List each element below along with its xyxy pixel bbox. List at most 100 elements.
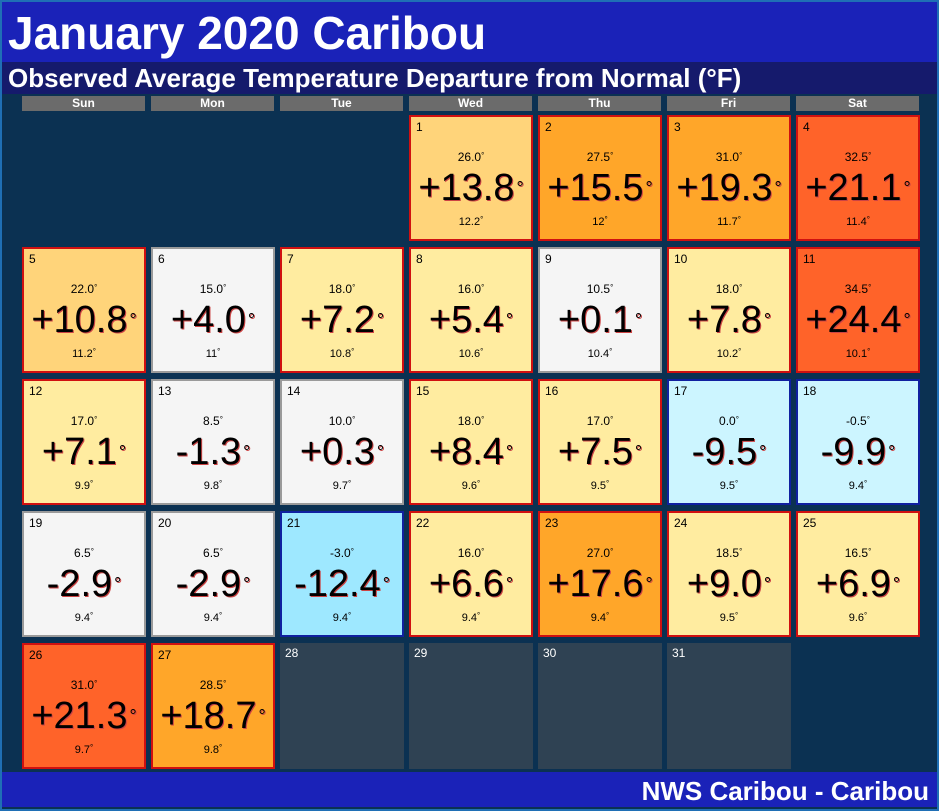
day-cell: 23 27.0° +17.6 ° 9.4° (538, 511, 662, 637)
degree: ° (351, 347, 355, 356)
day-cell: 29 (409, 643, 533, 769)
departure-value: +0.1 (557, 299, 633, 341)
degree: ° (219, 611, 223, 620)
day-cell: 1 26.0° +13.8 ° 12.2° (409, 115, 533, 241)
weekday-header: Fri (667, 96, 790, 111)
degree: ° (94, 283, 98, 292)
normal-temp: 10.6° (411, 347, 531, 360)
departure-value: -1.3 (175, 431, 242, 473)
normal-value: 9.5 (590, 480, 607, 492)
degree: ° (352, 415, 356, 424)
normal-value: 9.8 (203, 744, 220, 756)
average-temp: 16.0° (411, 546, 531, 560)
normal-temp: 9.5° (540, 479, 660, 492)
day-cell: 21 -3.0° -12.4 ° 9.4° (280, 511, 404, 637)
day-number: 5 (29, 252, 36, 266)
day-cell: 31 (667, 643, 791, 769)
degree: ° (903, 178, 911, 198)
departure: +4.0 ° (153, 299, 273, 342)
departure-value: -9.5 (691, 431, 758, 473)
degree: ° (634, 310, 643, 330)
day-cell: 14 10.0° +0.3 ° 9.7° (280, 379, 404, 505)
average-temp: 6.5° (24, 546, 144, 560)
degree: ° (90, 611, 94, 620)
degree: ° (219, 415, 223, 424)
average-value: -3.0 (330, 546, 351, 560)
day-number: 2 (545, 120, 552, 134)
average-temp: 15.0° (153, 282, 273, 296)
average-value: 18.0 (457, 414, 482, 428)
day-cell: 22 16.0° +6.6 ° 9.4° (409, 511, 533, 637)
departure: -9.9 ° (798, 431, 918, 474)
degree: ° (867, 347, 871, 356)
departure: -1.3 ° (153, 431, 273, 474)
degree: ° (774, 178, 782, 198)
average-temp: 32.5° (798, 150, 918, 164)
average-temp: -0.5° (798, 414, 918, 428)
average-value: 31.0 (70, 678, 95, 692)
degree: ° (868, 547, 872, 556)
average-value: 27.5 (586, 150, 611, 164)
departure: +8.4 ° (411, 431, 531, 474)
degree: ° (610, 151, 614, 160)
departure-value: +10.8 (31, 299, 128, 341)
degree: ° (759, 442, 767, 462)
degree: ° (610, 415, 614, 424)
title: January 2020 Caribou (2, 2, 937, 62)
average-value: 18.5 (715, 546, 740, 560)
weekday-header: Tue (280, 96, 403, 111)
degree: ° (763, 310, 772, 330)
normal-value: 9.4 (203, 612, 220, 624)
normal-value: 9.8 (203, 480, 220, 492)
average-value: 18.0 (328, 282, 353, 296)
day-number: 20 (158, 516, 172, 530)
day-number: 12 (29, 384, 43, 398)
day-number: 3 (674, 120, 681, 134)
degree: ° (738, 347, 742, 356)
departure: +24.4 ° (798, 299, 918, 342)
degree: ° (217, 347, 221, 356)
normal-value: 11.4 (846, 216, 867, 228)
normal-value: 10.6 (458, 348, 481, 360)
normal-value: 9.6 (461, 480, 478, 492)
normal-temp: 9.7° (282, 479, 402, 492)
degree: ° (634, 442, 643, 462)
degree: ° (892, 574, 901, 594)
day-number: 21 (287, 516, 301, 530)
departure: +21.1 ° (798, 167, 918, 210)
average-temp: 22.0° (24, 282, 144, 296)
normal-value: 10.1 (845, 348, 868, 360)
normal-value: 9.7 (74, 744, 91, 756)
departure: -2.9 ° (153, 563, 273, 606)
normal-value: 10.2 (716, 348, 739, 360)
average-temp: 31.0° (669, 150, 789, 164)
normal-temp: 9.6° (411, 479, 531, 492)
departure: +7.8 ° (669, 299, 789, 342)
day-cell: 11 34.5° +24.4 ° 10.1° (796, 247, 920, 373)
day-cell: 15 18.0° +8.4 ° 9.6° (409, 379, 533, 505)
day-number: 9 (545, 252, 552, 266)
average-value: 27.0 (586, 546, 611, 560)
day-cell: 9 10.5° +0.1 ° 10.4° (538, 247, 662, 373)
departure: +7.1 ° (24, 431, 144, 474)
degree: ° (505, 574, 514, 594)
average-value: 32.5 (844, 150, 869, 164)
departure: +19.3 ° (669, 167, 789, 210)
average-value: 10.5 (586, 282, 611, 296)
normal-temp: 12.2° (411, 215, 531, 228)
departure-value: +4.0 (170, 299, 246, 341)
day-cell: 25 16.5° +6.9 ° 9.6° (796, 511, 920, 637)
departure-value: +9.0 (686, 563, 762, 605)
departure: +15.5 ° (540, 167, 660, 210)
day-cell: 5 22.0° +10.8 ° 11.2° (22, 247, 146, 373)
average-temp: 34.5° (798, 282, 918, 296)
departure-value: -2.9 (175, 563, 242, 605)
departure-value: +6.6 (428, 563, 504, 605)
departure-value: +5.4 (428, 299, 504, 341)
day-number: 4 (803, 120, 810, 134)
degree: ° (348, 611, 352, 620)
degree: ° (606, 479, 610, 488)
normal-temp: 9.8° (153, 743, 273, 756)
degree: ° (864, 479, 868, 488)
degree: ° (348, 479, 352, 488)
